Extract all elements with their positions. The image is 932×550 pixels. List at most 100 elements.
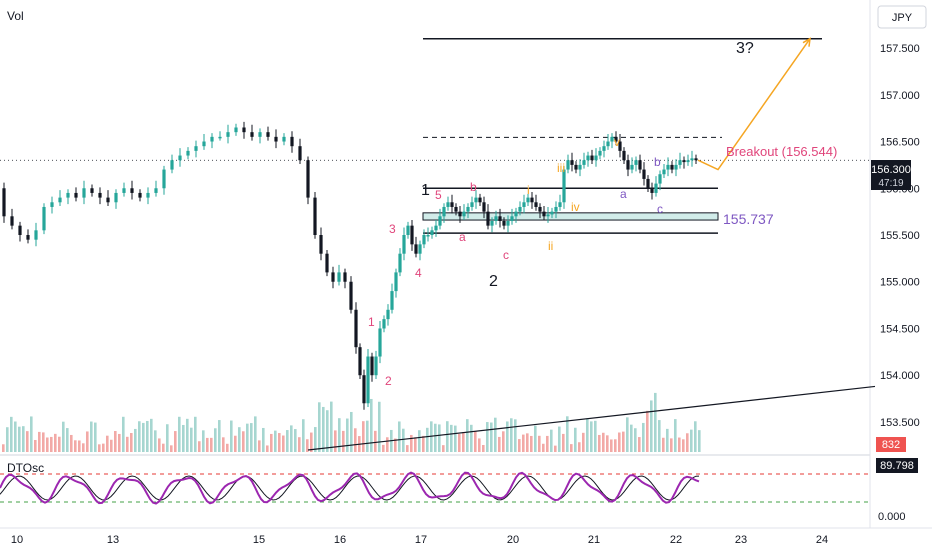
volume-badge: 832 <box>876 437 906 452</box>
candle-body <box>518 206 522 212</box>
volume-bar <box>42 432 45 452</box>
candle-body <box>562 169 566 203</box>
candle-body <box>454 206 458 212</box>
support-zone[interactable] <box>422 212 719 221</box>
volume-bar <box>454 425 457 452</box>
candle-body <box>590 155 594 161</box>
volume-bar <box>522 434 525 452</box>
imp-iv-label: iv <box>571 200 580 214</box>
volume-bar <box>674 419 677 452</box>
volume-bar <box>66 428 69 452</box>
candle-body <box>662 169 666 175</box>
volume-bar <box>314 427 317 452</box>
imp-ii-label: ii <box>548 239 553 253</box>
volume-bar <box>506 421 509 452</box>
candle-body <box>526 197 530 203</box>
volume-bar <box>262 427 265 452</box>
candle-body <box>686 160 690 163</box>
volume-bar <box>486 422 489 452</box>
volume-bar <box>30 416 33 452</box>
volume-bar <box>626 417 629 452</box>
volume-bar <box>698 430 701 452</box>
volume-bar <box>554 445 557 452</box>
volume-bar <box>614 439 617 452</box>
volume-bar <box>254 416 257 452</box>
candle-body <box>602 146 606 151</box>
zone-label: 155.737 <box>723 211 774 227</box>
candle-body <box>325 253 329 273</box>
volume-bar <box>70 434 73 452</box>
candle-body <box>274 136 278 142</box>
candle-body <box>210 136 214 142</box>
candle-body <box>630 164 634 170</box>
projection-path[interactable] <box>697 38 811 171</box>
candle-body <box>410 225 414 245</box>
candle-body <box>638 160 642 170</box>
candle-body <box>450 202 454 207</box>
price-axis[interactable]: 157.500157.000156.500156.000155.500155.0… <box>880 43 920 429</box>
volume-bar <box>494 417 497 452</box>
time-axis[interactable]: 10 13 15 16 17 20 21 22 23 24 <box>11 534 828 546</box>
candle-body <box>414 244 418 254</box>
candle-body <box>582 160 586 165</box>
trendline[interactable] <box>307 385 876 451</box>
volume-bar <box>206 437 209 452</box>
candle-body <box>178 155 182 161</box>
volume-bar <box>458 433 461 452</box>
candle-body <box>82 188 86 198</box>
volume-bar <box>94 422 97 452</box>
volume-bar <box>150 418 153 452</box>
volume-bar <box>658 420 661 452</box>
price-tick-2: 156.500 <box>880 137 920 149</box>
candle-body <box>530 197 534 203</box>
current-price-value: 156.300 <box>871 164 911 176</box>
volume-bar <box>290 425 293 452</box>
volume-bar <box>582 432 585 452</box>
candle-body <box>666 164 670 170</box>
oscillator-zero-label: 0.000 <box>878 511 906 523</box>
sub-wave-1-label: 1 <box>368 315 375 329</box>
candle-body <box>578 164 582 170</box>
time-tick-6: 21 <box>588 534 600 546</box>
imp-iii-label: iii <box>557 161 565 175</box>
volume-bar <box>530 435 533 452</box>
candle-body <box>337 272 341 282</box>
candle-body <box>434 225 438 231</box>
volume-bar <box>74 440 77 452</box>
price-tick-7: 154.000 <box>880 370 920 382</box>
volume-bar <box>498 436 501 452</box>
candle-body <box>282 136 286 142</box>
candle-body <box>398 253 402 273</box>
volume-bar <box>230 420 233 452</box>
volume-bar <box>266 445 269 452</box>
volume-bar <box>598 434 601 452</box>
currency-button[interactable] <box>877 5 927 29</box>
candle-body <box>50 202 54 207</box>
volume-bar <box>226 443 229 452</box>
volume-bar <box>514 419 517 452</box>
volume-bar <box>378 401 381 452</box>
candle-body <box>10 216 14 226</box>
candle-body <box>406 225 410 235</box>
volume-bar <box>38 431 41 452</box>
candle-body <box>506 220 510 226</box>
candle-body <box>402 235 406 254</box>
candle-body <box>362 375 366 404</box>
sub-wave-3-label: 3 <box>389 222 396 236</box>
candle-body <box>226 132 230 137</box>
volume-bar <box>562 433 565 452</box>
volume-bar <box>142 422 145 452</box>
candle-body <box>266 132 270 137</box>
volume-bar <box>154 430 157 452</box>
volume-bar <box>602 432 605 452</box>
volume-bar <box>694 421 697 452</box>
candle-body <box>622 150 626 161</box>
candle-body <box>642 169 646 179</box>
candle-body <box>566 160 570 170</box>
candle-body <box>34 230 38 240</box>
volume-bar <box>534 425 537 452</box>
candle-body <box>446 202 450 207</box>
volume-bar <box>334 430 337 452</box>
candle-body <box>502 220 506 226</box>
